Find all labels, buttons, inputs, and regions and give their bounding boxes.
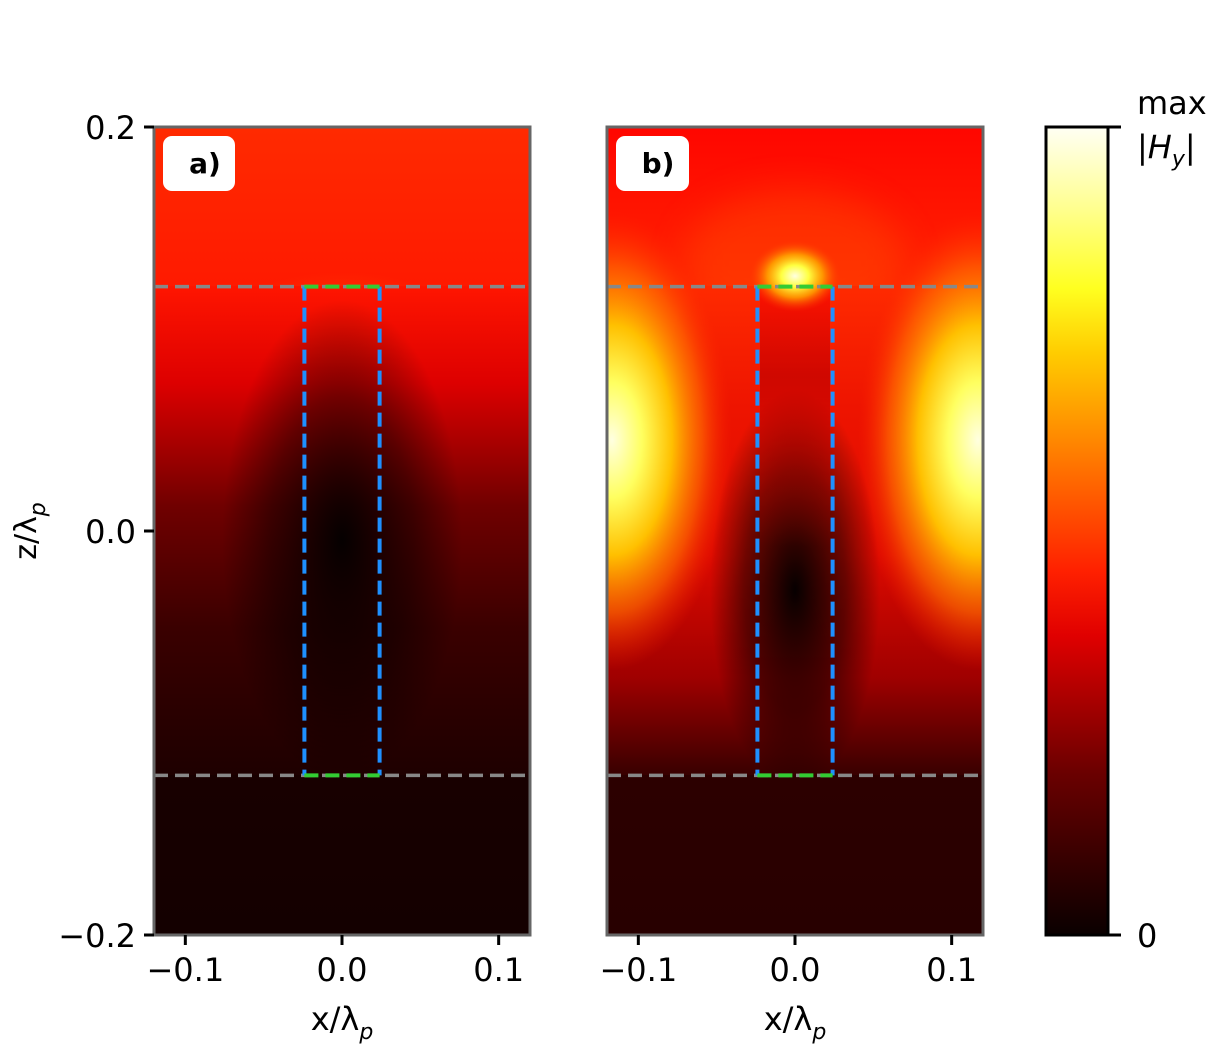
panel-b: b) −0.1 0.0 0.1 x/λp (599, 125, 985, 1045)
colorbar: max |Hy| 0 (1044, 84, 1207, 955)
panel-a-field-minimum (222, 300, 462, 780)
x-axis-label: x/λp (764, 1000, 827, 1045)
colorbar-max-quantity: |Hy| (1137, 128, 1196, 172)
panel-b-label-box (616, 136, 689, 191)
panel-a-label-box (163, 136, 235, 191)
y-axis-label: z/λp (9, 502, 51, 560)
x-tick-label: 0.1 (926, 951, 977, 989)
x-tick-label: −0.1 (599, 951, 677, 989)
panel-a: a) −0.1 0.0 0.1 x/λp −0.2 0.0 0.2 z/λp (9, 109, 532, 1045)
panel-b-rod-column (760, 286, 830, 546)
panel-b-hot-spot (749, 240, 841, 312)
panel-a-heatmap (154, 127, 530, 935)
panel-b-field-minimum (710, 390, 880, 790)
colorbar-min-label: 0 (1137, 917, 1157, 955)
colorbar-max-label: max (1137, 84, 1207, 122)
panel-b-structure-overlay (607, 284, 983, 778)
x-tick-label: 0.0 (317, 951, 368, 989)
x-tick-label: −0.1 (146, 951, 224, 989)
x-axis-label: x/λp (311, 1000, 374, 1045)
colorbar-gradient (1044, 125, 1110, 937)
panel-a-structure-overlay (154, 284, 530, 778)
panel-b-left-lobe (607, 210, 732, 670)
panel-b-right-lobe (858, 210, 983, 670)
x-tick-label: 0.1 (473, 951, 524, 989)
panel-b-axes: −0.1 0.0 0.1 x/λp (599, 935, 977, 1045)
panel-b-heatmap (607, 127, 983, 935)
y-tick-label: 0.0 (85, 513, 136, 551)
y-tick-label: 0.2 (85, 109, 136, 147)
panel-b-lower-region (607, 775, 983, 935)
panel-a-lower-region (154, 775, 530, 935)
x-tick-label: 0.0 (770, 951, 821, 989)
panel-b-label: b) (642, 147, 675, 180)
panel-a-axes: −0.1 0.0 0.1 x/λp −0.2 0.0 0.2 z/λp (9, 109, 524, 1045)
y-tick-label: −0.2 (58, 917, 136, 955)
panel-a-label: a) (189, 147, 221, 180)
